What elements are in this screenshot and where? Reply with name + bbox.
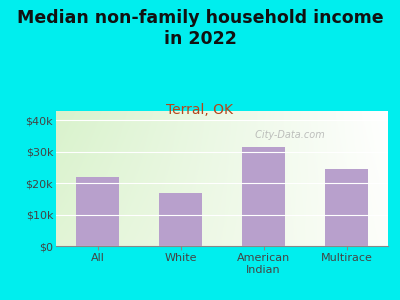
Bar bbox=[76, 177, 119, 246]
Bar bbox=[325, 169, 368, 246]
Bar bbox=[159, 193, 202, 246]
Text: Median non-family household income
in 2022: Median non-family household income in 20… bbox=[17, 9, 383, 49]
Text: City-Data.com: City-Data.com bbox=[252, 130, 325, 140]
Text: Terral, OK: Terral, OK bbox=[166, 103, 234, 118]
Bar bbox=[242, 147, 285, 246]
